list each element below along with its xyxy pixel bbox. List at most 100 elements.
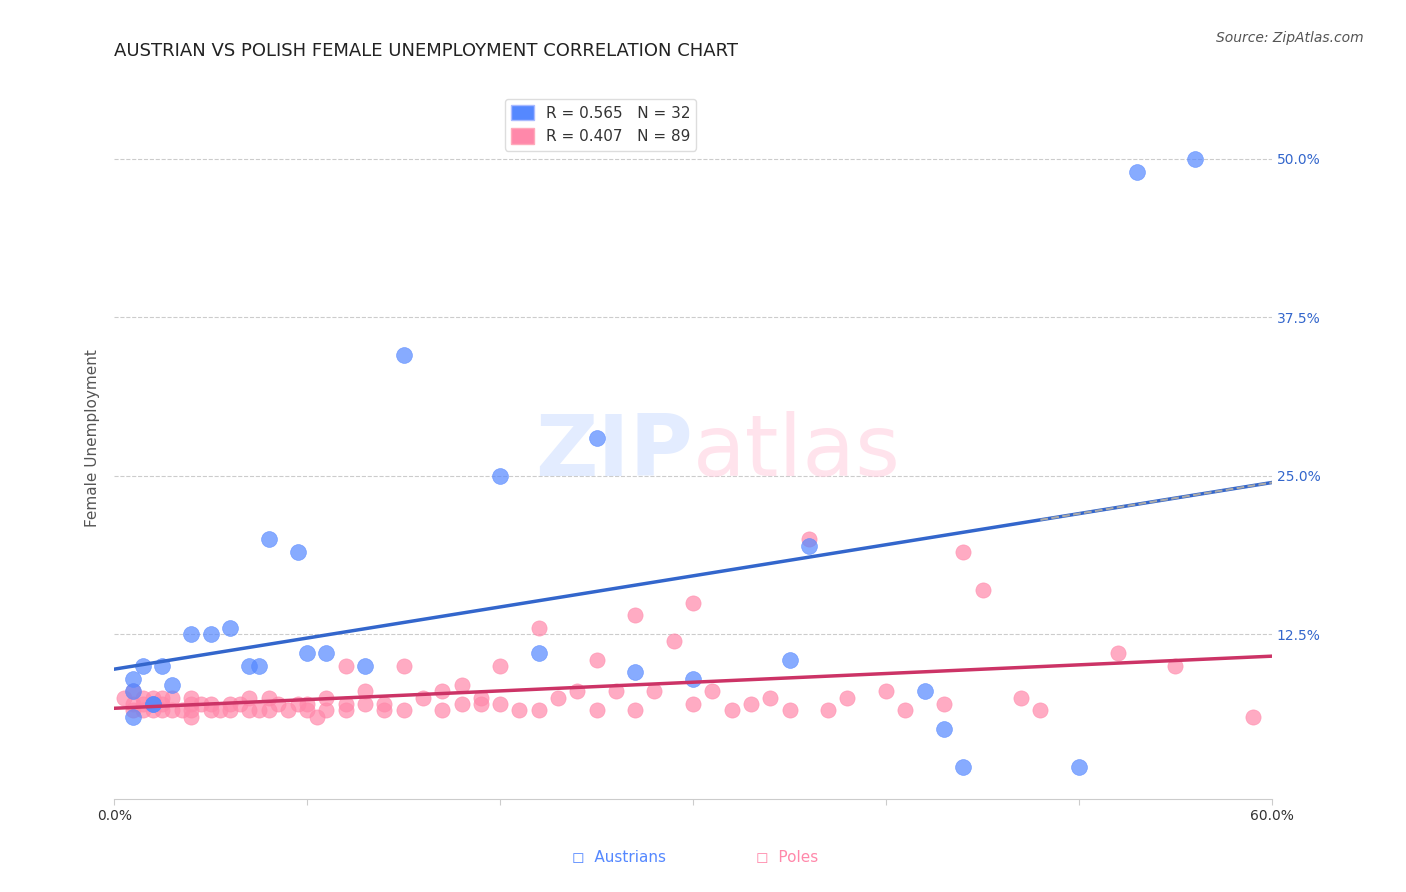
Point [432, 703, 454, 717]
Point [1164, 659, 1187, 673]
Point [624, 665, 647, 680]
Point [354, 697, 377, 711]
Point [624, 703, 647, 717]
Point [142, 703, 165, 717]
Point [219, 621, 242, 635]
Point [122, 709, 145, 723]
Point [170, 703, 193, 717]
Point [209, 703, 232, 717]
Point [373, 697, 395, 711]
Point [238, 703, 260, 717]
Point [547, 690, 569, 705]
Point [257, 703, 280, 717]
Point [932, 723, 955, 737]
Point [662, 633, 685, 648]
Point [894, 703, 917, 717]
Point [142, 697, 165, 711]
Point [354, 659, 377, 673]
Point [972, 582, 994, 597]
Point [142, 690, 165, 705]
Point [585, 703, 607, 717]
Point [305, 709, 328, 723]
Point [315, 703, 337, 717]
Point [682, 697, 704, 711]
Point [470, 697, 492, 711]
Point [527, 621, 550, 635]
Point [624, 608, 647, 623]
Point [219, 703, 242, 717]
Point [160, 703, 183, 717]
Point [875, 684, 897, 698]
Point [354, 684, 377, 698]
Point [837, 690, 859, 705]
Point [779, 703, 801, 717]
Point [797, 539, 820, 553]
Point [489, 659, 512, 673]
Point [287, 697, 309, 711]
Point [152, 659, 174, 673]
Point [257, 690, 280, 705]
Point [180, 690, 202, 705]
Point [132, 690, 155, 705]
Point [132, 697, 155, 711]
Point [180, 697, 202, 711]
Point [952, 545, 974, 559]
Point [585, 653, 607, 667]
Point [373, 703, 395, 717]
Point [228, 697, 250, 711]
Point [432, 684, 454, 698]
Point [180, 709, 202, 723]
Point [605, 684, 627, 698]
Point [112, 690, 135, 705]
Point [817, 703, 839, 717]
Point [335, 659, 357, 673]
Point [1107, 646, 1129, 660]
Text: ◻  Poles: ◻ Poles [756, 849, 818, 863]
Point [643, 684, 665, 698]
Point [200, 627, 222, 641]
Point [702, 684, 724, 698]
Point [508, 703, 530, 717]
Point [132, 703, 155, 717]
Point [412, 690, 434, 705]
Point [335, 703, 357, 717]
Point [238, 659, 260, 673]
Point [1010, 690, 1032, 705]
Point [247, 659, 270, 673]
Point [160, 678, 183, 692]
Point [247, 703, 270, 717]
Point [152, 703, 174, 717]
Point [180, 703, 202, 717]
Point [682, 672, 704, 686]
Point [489, 697, 512, 711]
Point [132, 659, 155, 673]
Point [142, 697, 165, 711]
Point [200, 697, 222, 711]
Point [277, 703, 299, 717]
Point [914, 684, 936, 698]
Point [1241, 709, 1264, 723]
Point [392, 348, 415, 362]
Text: AUSTRIAN VS POLISH FEMALE UNEMPLOYMENT CORRELATION CHART: AUSTRIAN VS POLISH FEMALE UNEMPLOYMENT C… [114, 42, 738, 60]
Point [779, 653, 801, 667]
Point [180, 627, 202, 641]
Point [122, 703, 145, 717]
Point [295, 697, 318, 711]
Point [392, 659, 415, 673]
Point [1067, 760, 1090, 774]
Point [797, 533, 820, 547]
Point [122, 684, 145, 698]
Point [527, 646, 550, 660]
Point [142, 697, 165, 711]
Point [1029, 703, 1052, 717]
Text: ◻  Austrians: ◻ Austrians [572, 849, 665, 863]
Text: ZIP: ZIP [536, 411, 693, 494]
Point [720, 703, 742, 717]
Point [567, 684, 589, 698]
Point [122, 684, 145, 698]
Text: Source: ZipAtlas.com: Source: ZipAtlas.com [1216, 31, 1364, 45]
Y-axis label: Female Unemployment: Female Unemployment [86, 349, 100, 527]
Point [219, 697, 242, 711]
Point [450, 678, 472, 692]
Point [1184, 152, 1206, 166]
